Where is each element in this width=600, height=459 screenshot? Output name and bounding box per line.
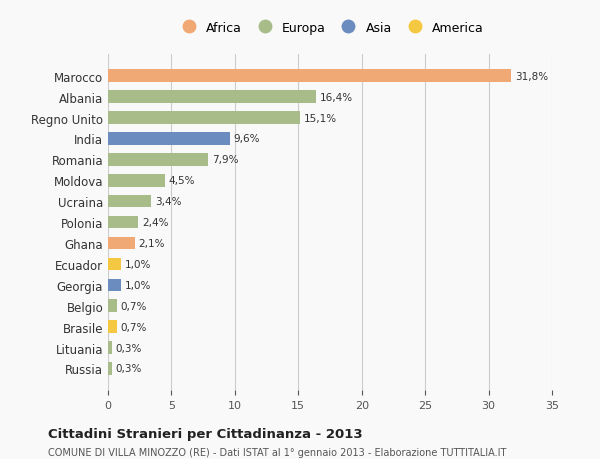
Text: 0,3%: 0,3% [116, 364, 142, 374]
Bar [108, 70, 511, 83]
Bar [108, 174, 165, 187]
Bar [108, 196, 151, 208]
Bar [108, 300, 117, 312]
Bar [108, 216, 139, 229]
Text: 15,1%: 15,1% [304, 113, 337, 123]
Legend: Africa, Europa, Asia, America: Africa, Europa, Asia, America [172, 18, 488, 38]
Text: 0,7%: 0,7% [121, 322, 147, 332]
Bar [108, 237, 134, 250]
Bar [108, 321, 117, 333]
Text: 9,6%: 9,6% [233, 134, 260, 144]
Text: 0,3%: 0,3% [116, 343, 142, 353]
Text: 0,7%: 0,7% [121, 301, 147, 311]
Text: Cittadini Stranieri per Cittadinanza - 2013: Cittadini Stranieri per Cittadinanza - 2… [48, 427, 362, 440]
Bar [108, 279, 121, 291]
Bar [108, 112, 299, 124]
Text: 1,0%: 1,0% [124, 259, 151, 269]
Text: 16,4%: 16,4% [320, 92, 353, 102]
Text: 4,5%: 4,5% [169, 176, 196, 186]
Bar [108, 341, 112, 354]
Text: 2,4%: 2,4% [142, 218, 169, 228]
Text: 31,8%: 31,8% [515, 72, 548, 82]
Bar [108, 363, 112, 375]
Bar [108, 258, 121, 271]
Bar [108, 154, 208, 166]
Text: COMUNE DI VILLA MINOZZO (RE) - Dati ISTAT al 1° gennaio 2013 - Elaborazione TUTT: COMUNE DI VILLA MINOZZO (RE) - Dati ISTA… [48, 448, 506, 458]
Text: 3,4%: 3,4% [155, 197, 181, 207]
Text: 2,1%: 2,1% [139, 239, 165, 248]
Text: 7,9%: 7,9% [212, 155, 239, 165]
Bar [108, 133, 230, 146]
Bar [108, 91, 316, 104]
Text: 1,0%: 1,0% [124, 280, 151, 290]
